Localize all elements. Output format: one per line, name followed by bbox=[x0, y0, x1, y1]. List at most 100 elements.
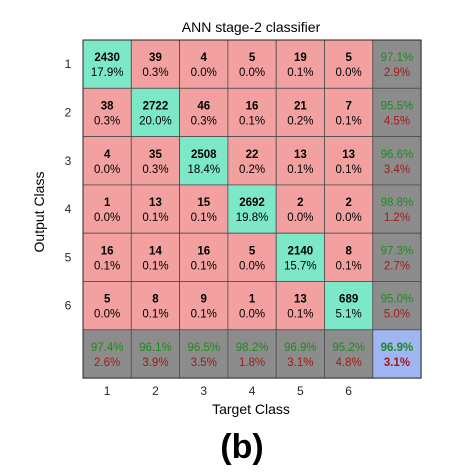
cell-rect bbox=[324, 136, 374, 186]
col-summary-1: 97.4% 2.6% bbox=[82, 329, 132, 379]
cell-count: 2508 bbox=[191, 149, 217, 161]
cell-rect bbox=[82, 281, 132, 331]
cell-percent: 0.1% bbox=[287, 164, 313, 176]
cell-rect bbox=[82, 39, 132, 89]
col-correct-rate: 98.2% bbox=[236, 342, 269, 354]
cell-rect bbox=[275, 87, 325, 138]
cell-count: 16 bbox=[246, 100, 259, 112]
cell-percent: 0.2% bbox=[239, 164, 265, 176]
cell-percent: 0.0% bbox=[94, 164, 120, 176]
cell-percent: 0.1% bbox=[336, 115, 362, 127]
cell-r3-c2: 35 0.3% bbox=[130, 136, 181, 186]
cell-count: 13 bbox=[294, 294, 307, 306]
col-error-rate: 4.8% bbox=[336, 357, 362, 369]
cell-count: 46 bbox=[197, 100, 210, 112]
row-summary-4: 98.8% 1.2% bbox=[372, 184, 422, 234]
cell-r6-c6: 689 5.1% bbox=[324, 281, 374, 331]
row-correct-rate: 95.0% bbox=[381, 294, 414, 306]
cell-r5-c5: 2140 15.7% bbox=[275, 232, 325, 282]
cell-rect bbox=[275, 136, 325, 186]
cell-count: 22 bbox=[246, 149, 259, 161]
cell-count: 35 bbox=[149, 149, 162, 161]
matrix-cells: 243017.9%390.3%40.0%50.0%190.1%50.0%97.1… bbox=[82, 39, 422, 379]
col-error-rate: 3.1% bbox=[287, 357, 313, 369]
x-tick-label: 1 bbox=[104, 384, 111, 398]
cell-percent: 0.0% bbox=[336, 67, 362, 79]
cell-count: 2692 bbox=[239, 197, 265, 209]
cell-percent: 0.1% bbox=[142, 260, 168, 272]
panel-label: (b) bbox=[220, 428, 263, 466]
cell-percent: 0.0% bbox=[94, 212, 120, 224]
cell-count: 2722 bbox=[143, 100, 169, 112]
cell-r4-c4: 2692 19.8% bbox=[227, 184, 277, 234]
cell-percent: 0.3% bbox=[142, 164, 168, 176]
cell-count: 14 bbox=[149, 245, 162, 257]
cell-r3-c4: 22 0.2% bbox=[227, 136, 277, 186]
row-error-rate: 2.7% bbox=[384, 260, 410, 272]
overall-error: 3.1% bbox=[384, 357, 410, 369]
col-error-rate: 1.8% bbox=[239, 357, 265, 369]
cell-count: 5 bbox=[249, 52, 256, 64]
cell-r1-c2: 39 0.3% bbox=[130, 39, 181, 89]
cell-rect bbox=[275, 329, 325, 379]
row-correct-rate: 96.6% bbox=[381, 149, 414, 161]
cell-count: 38 bbox=[101, 100, 114, 112]
cell-r4-c2: 13 0.1% bbox=[130, 184, 181, 234]
cell-percent: 0.1% bbox=[336, 260, 362, 272]
cell-r1-c5: 19 0.1% bbox=[275, 39, 325, 89]
x-tick-labels: 1 2 3 4 5 6 bbox=[104, 384, 352, 398]
y-axis-label: Output Class bbox=[31, 172, 47, 253]
cell-count: 7 bbox=[345, 100, 351, 112]
row-summary-5: 97.3% 2.7% bbox=[372, 232, 422, 282]
cell-rect bbox=[324, 39, 374, 89]
row-summary-1: 97.1% 2.9% bbox=[372, 39, 422, 89]
cell-percent: 0.1% bbox=[287, 309, 313, 321]
col-correct-rate: 96.1% bbox=[139, 342, 172, 354]
cell-count: 4 bbox=[104, 149, 111, 161]
cell-r4-c3: 15 0.1% bbox=[179, 184, 229, 234]
col-summary-3: 96.5% 3.5% bbox=[179, 329, 229, 379]
cell-rect bbox=[82, 329, 132, 379]
cell-r3-c6: 13 0.1% bbox=[324, 136, 374, 186]
row-correct-rate: 97.1% bbox=[381, 52, 414, 64]
cell-r3-c5: 13 0.1% bbox=[275, 136, 325, 186]
cell-count: 16 bbox=[197, 245, 210, 257]
cell-percent: 0.3% bbox=[94, 115, 120, 127]
cell-count: 13 bbox=[149, 197, 162, 209]
cell-rect bbox=[372, 184, 422, 234]
cell-r2-c6: 7 0.1% bbox=[324, 87, 374, 138]
cell-percent: 17.9% bbox=[91, 67, 124, 79]
cell-count: 5 bbox=[104, 294, 111, 306]
col-error-rate: 3.9% bbox=[142, 357, 168, 369]
cell-count: 16 bbox=[101, 245, 114, 257]
cell-rect bbox=[324, 232, 374, 282]
cell-percent: 19.8% bbox=[236, 212, 269, 224]
cell-rect bbox=[372, 87, 422, 138]
row-error-rate: 4.5% bbox=[384, 115, 410, 127]
cell-rect bbox=[130, 232, 181, 282]
cell-percent: 0.1% bbox=[191, 309, 217, 321]
cell-count: 13 bbox=[342, 149, 355, 161]
cell-count: 19 bbox=[294, 52, 307, 64]
cell-count: 2430 bbox=[94, 52, 120, 64]
col-correct-rate: 96.9% bbox=[284, 342, 317, 354]
cell-count: 8 bbox=[152, 294, 159, 306]
cell-r2-c5: 21 0.2% bbox=[275, 87, 325, 138]
x-tick-label: 6 bbox=[345, 384, 352, 398]
cell-percent: 0.1% bbox=[191, 212, 217, 224]
x-axis-label: Target Class bbox=[212, 401, 290, 417]
x-tick-label: 2 bbox=[152, 384, 159, 398]
cell-r5-c2: 14 0.1% bbox=[130, 232, 181, 282]
cell-rect bbox=[372, 329, 422, 379]
cell-percent: 15.7% bbox=[284, 260, 317, 272]
cell-r2-c3: 46 0.3% bbox=[179, 87, 229, 138]
cell-rect bbox=[179, 87, 229, 138]
cell-r2-c1: 38 0.3% bbox=[82, 87, 132, 138]
x-tick-label: 4 bbox=[249, 384, 256, 398]
cell-r5-c3: 16 0.1% bbox=[179, 232, 229, 282]
cell-percent: 0.0% bbox=[239, 309, 265, 321]
y-tick-label: 3 bbox=[65, 154, 72, 168]
cell-r1-c1: 2430 17.9% bbox=[82, 39, 132, 89]
cell-rect bbox=[130, 329, 181, 379]
